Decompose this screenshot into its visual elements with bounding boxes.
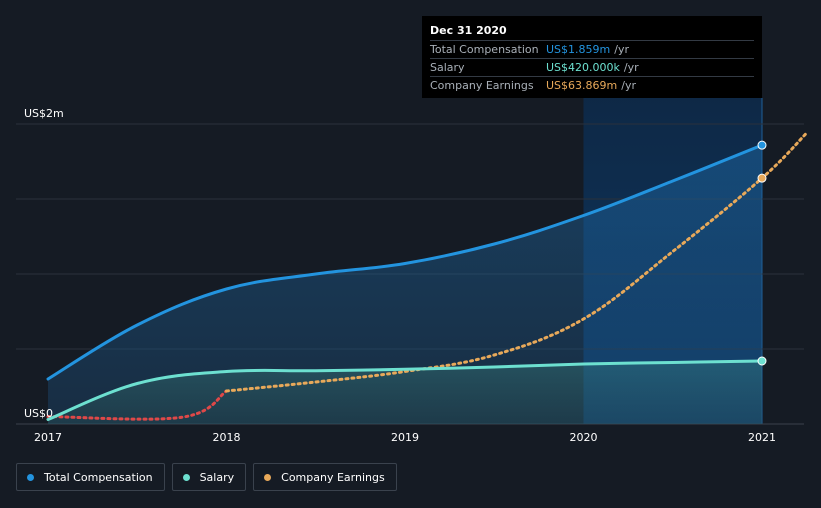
salary-line — [46, 359, 764, 421]
x-tick-label: 2021 — [748, 431, 776, 444]
x-tick-label: 2020 — [570, 431, 598, 444]
company-earnings-line — [225, 131, 809, 393]
total-compensation-line — [46, 143, 764, 381]
tooltip-date: Dec 31 2020 — [430, 24, 507, 37]
legend-item-salary[interactable]: Salary — [171, 463, 247, 491]
total-compensation-area — [48, 145, 762, 424]
tooltip-row-total-compensation: Total Compensation US$1.859m /yr — [430, 40, 754, 58]
x-tick-label: 2017 — [34, 431, 62, 444]
tooltip-label: Company Earnings — [430, 79, 534, 92]
tooltip-value: US$63.869m — [546, 79, 618, 92]
tooltip-unit: /yr — [623, 61, 639, 74]
legend-dot-icon — [27, 473, 34, 481]
legend-label: Company Earnings — [281, 470, 385, 484]
salary-marker — [757, 356, 767, 366]
tooltip-row-company-earnings: Company Earnings US$63.869m /yr — [430, 76, 754, 94]
x-tick-label: 2018 — [213, 431, 241, 444]
tooltip-unit: /yr — [614, 43, 629, 56]
tooltip-value: US$1.859m — [546, 43, 611, 56]
legend-item-total-compensation[interactable]: Total Compensation — [16, 463, 165, 491]
tooltip-unit: /yr — [621, 79, 636, 92]
y-tick-label: US$2m — [24, 107, 64, 120]
y-tick-label: US$0 — [24, 407, 53, 420]
legend-item-company-earnings[interactable]: Company Earnings — [253, 463, 397, 491]
tooltip: Dec 31 2020 Total Compensation US$1.859m… — [422, 16, 762, 98]
legend-label: Total Compensation — [44, 470, 153, 484]
x-tick-label: 2019 — [391, 431, 419, 444]
tooltip-label: Salary — [430, 61, 465, 74]
salary-area — [48, 361, 762, 424]
legend: Total Compensation Salary Company Earnin… — [16, 463, 397, 491]
legend-dot-icon — [182, 473, 190, 481]
legend-label: Salary — [199, 470, 235, 484]
legend-dot-icon — [264, 473, 272, 481]
company-earnings-marker — [757, 173, 767, 183]
tooltip-label: Total Compensation — [430, 43, 539, 56]
tooltip-value: US$420.000k — [546, 61, 620, 74]
total-compensation-marker — [757, 140, 767, 150]
tooltip-row-salary: Salary US$420.000k /yr — [430, 58, 754, 76]
company-earnings-line-negative — [46, 389, 228, 421]
